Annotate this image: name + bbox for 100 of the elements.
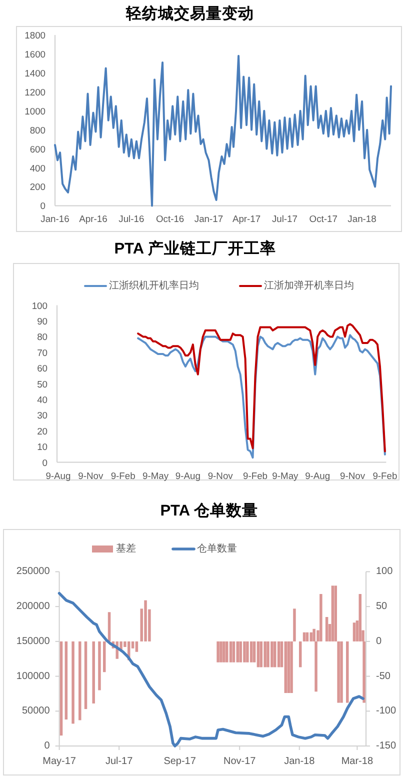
bar: [266, 641, 270, 668]
bar: [358, 594, 362, 642]
x-tick-label: 9-Nov: [208, 470, 234, 482]
bar: [337, 641, 340, 703]
bar: [352, 622, 356, 642]
y2-tick-label: 0: [376, 636, 382, 647]
bar: [232, 641, 236, 662]
y-tick-label: 90: [37, 316, 48, 326]
y-tick-label: 70: [37, 346, 48, 358]
bar: [298, 641, 302, 668]
x-tick-label: Jan-18: [284, 756, 316, 767]
y-tick-label: 0: [42, 456, 48, 468]
x-tick-label: Jan-17: [194, 212, 224, 224]
bar: [225, 641, 228, 662]
bar: [340, 641, 343, 703]
x-tick-label: Jan-16: [40, 212, 70, 224]
bar: [277, 641, 280, 668]
x-tick-label: 9-Feb: [243, 470, 268, 482]
bar: [243, 641, 246, 662]
x-tick-label: 9-May: [272, 470, 299, 482]
bar: [310, 632, 312, 642]
bar: [239, 641, 242, 662]
bar: [264, 641, 266, 668]
y-tick-label: 600: [30, 143, 46, 154]
y-tick-label: 1400: [24, 67, 46, 78]
bar: [135, 641, 138, 652]
y-tick-label: 20: [37, 425, 48, 436]
x-tick-label: 9-May: [142, 470, 169, 482]
x-tick-label: May-17: [42, 756, 76, 767]
bar: [260, 641, 263, 668]
y-tick-label: 50000: [22, 706, 50, 717]
bar: [346, 641, 349, 703]
y-tick-label: 200000: [16, 601, 50, 612]
bar: [287, 641, 290, 694]
bar: [236, 641, 240, 662]
chart-title: PTA 产业链工厂开工率: [114, 240, 276, 258]
bar: [64, 641, 68, 720]
x-tick-label: 9-Aug: [46, 470, 71, 482]
bar: [320, 594, 322, 642]
y2-tick-label: -100: [376, 706, 396, 717]
y-tick-label: 200: [30, 181, 46, 192]
bar: [229, 641, 232, 662]
x-tick-label: Oct-16: [156, 212, 184, 224]
x-tick-label: Oct-17: [309, 212, 338, 224]
x-tick-label: Jul-16: [118, 212, 144, 224]
x-tick-label: 9-Feb: [110, 470, 136, 482]
bar: [331, 586, 334, 642]
y2-tick-label: 50: [376, 601, 388, 612]
bar: [256, 641, 260, 668]
bar: [78, 641, 82, 720]
y-tick-label: 150000: [16, 636, 50, 647]
y-tick-label: 1000: [24, 105, 46, 116]
bar: [72, 641, 74, 724]
y-tick-label: 400: [30, 162, 46, 174]
y-tick-label: 0: [44, 740, 50, 752]
y-tick-label: 50: [37, 378, 48, 390]
y-tick-label: 1800: [24, 30, 46, 40]
y-tick-label: 800: [30, 124, 46, 136]
y-tick-label: 40: [37, 394, 48, 405]
x-tick-label: 9-Aug: [175, 470, 200, 482]
bar: [293, 608, 296, 642]
x-tick-label: 9-Nov: [78, 470, 104, 482]
legend-label: 基差: [116, 542, 136, 554]
y2-tick-label: -50: [376, 670, 391, 682]
bar: [334, 586, 337, 642]
y-tick-label: 100: [32, 300, 48, 311]
bar: [98, 641, 101, 690]
y-tick-label: 250000: [16, 566, 50, 578]
bar: [290, 641, 293, 694]
x-tick-label: Apr-16: [79, 212, 108, 224]
y-tick-label: 100000: [16, 670, 50, 682]
bar: [92, 641, 95, 704]
bar: [246, 641, 249, 662]
y-tick-label: 1200: [24, 86, 46, 98]
y-tick-label: 60: [37, 362, 48, 374]
x-tick-label: Mar-18: [341, 756, 374, 767]
chart-title: 轻纺城交易量变动: [125, 4, 254, 22]
x-tick-label: Nov-17: [223, 756, 256, 767]
chart-title: PTA 仓单数量: [160, 502, 258, 520]
bar: [250, 641, 253, 662]
bar: [302, 632, 306, 642]
y-tick-label: 30: [37, 410, 48, 421]
bar: [108, 612, 111, 642]
bar: [84, 641, 88, 710]
y-tick-label: 0: [40, 200, 46, 212]
bar: [144, 600, 147, 642]
x-tick-label: Jul-17: [272, 212, 298, 224]
bar: [60, 641, 63, 736]
legend-label: 江浙织机开机率日均: [109, 280, 199, 292]
y2-tick-label: 100: [376, 566, 394, 578]
bar: [306, 632, 309, 642]
y-tick-label: 1600: [24, 48, 46, 60]
y2-tick-label: -150: [376, 740, 396, 752]
x-tick-label: 9-Feb: [372, 470, 398, 482]
x-tick-label: Sep-17: [164, 756, 196, 767]
y-tick-label: 80: [37, 331, 48, 342]
bar: [274, 641, 276, 668]
bar: [103, 641, 106, 672]
bar: [216, 641, 220, 662]
bar: [270, 641, 274, 668]
